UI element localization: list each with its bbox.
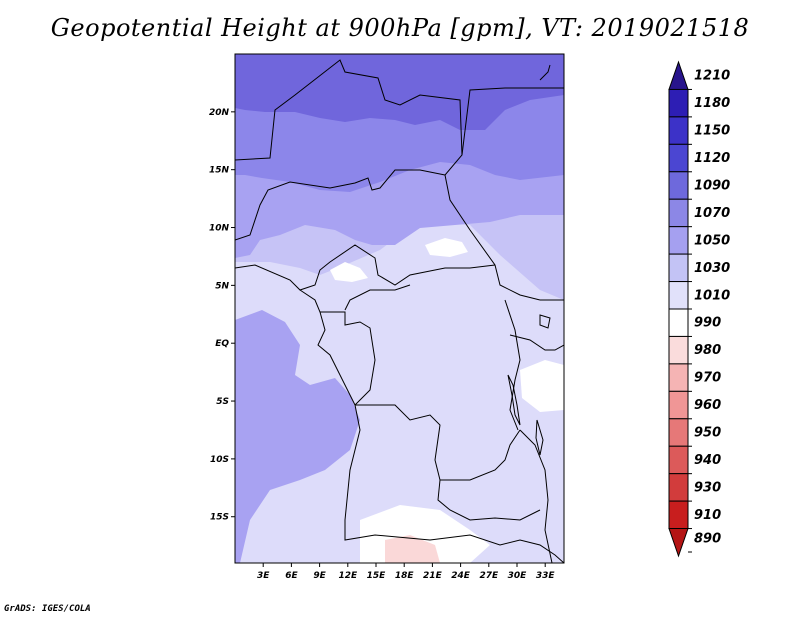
- colorbar-swatch: [668, 418, 689, 447]
- colorbar-swatch: [668, 363, 689, 392]
- lon-tick-label: 30E: [508, 571, 528, 581]
- colorbar-label: 1180: [694, 96, 730, 111]
- colorbar-swatch: [668, 143, 689, 173]
- colorbar-swatch: [668, 116, 689, 145]
- border-line: [344, 284, 411, 311]
- credit-label: GrADS: IGES/COLA: [4, 604, 91, 614]
- lat-tick-label: 15N: [209, 166, 230, 176]
- border-line: [355, 404, 521, 481]
- colorbar-label: 1150: [694, 124, 730, 139]
- colorbar-label: 1090: [694, 179, 730, 194]
- lat-tick-label: 5S: [216, 397, 229, 407]
- colorbar-label: 980: [694, 343, 721, 358]
- border-line: [235, 169, 446, 241]
- lon-tick-label: 9E: [313, 571, 326, 581]
- colorbar-label: 940: [694, 453, 721, 468]
- colorbar-label: 970: [694, 371, 721, 386]
- colorbar-label: 1070: [694, 206, 730, 221]
- contour-fill-1050-west: [235, 310, 360, 563]
- border-line: [235, 244, 496, 291]
- lat-tick-label: 15S: [210, 513, 229, 523]
- lake-outline: [535, 419, 544, 456]
- colorbar-swatch: [668, 198, 689, 228]
- country-borders: [235, 59, 564, 563]
- colorbar-label: 910: [694, 508, 721, 523]
- colorbar-label: 930: [694, 480, 721, 495]
- colorbar-swatch: [668, 88, 689, 118]
- contour-fill-990-east: [520, 360, 564, 412]
- coast-line: [539, 64, 551, 81]
- border-line: [437, 479, 541, 521]
- colorbar-swatch: [668, 226, 689, 255]
- coast-line: [299, 289, 356, 406]
- colorbar-swatch: [668, 445, 689, 475]
- lon-tick-label: 15E: [367, 571, 387, 581]
- contour-fill-990-north: [425, 238, 468, 257]
- colorbar-swatch: [668, 335, 689, 365]
- colorbar-label: 890: [694, 531, 721, 546]
- colorbar-swatch: [668, 60, 689, 90]
- plot-frame: [234, 53, 565, 564]
- lon-tick-label: 3E: [257, 571, 270, 581]
- border-line: [344, 404, 564, 563]
- lon-tick-label: 6E: [285, 571, 298, 581]
- border-line: [320, 311, 376, 406]
- latitude-axis: 20N 15N 10N 5N EQ 5S 10S 15S: [209, 108, 235, 523]
- lat-tick-label: 20N: [209, 108, 230, 118]
- colorbar-swatch: [668, 253, 689, 283]
- contour-fill-990-central: [330, 262, 368, 282]
- colorbar-label: 990: [694, 316, 721, 331]
- colorbar-swatch: [668, 528, 689, 558]
- lon-tick-label: 21E: [423, 571, 443, 581]
- colorbar-label: 1120: [694, 151, 730, 166]
- lon-tick-label: 12E: [338, 571, 358, 581]
- longitude-axis: 3E 6E 9E 12E 15E 18E 21E 24E 27E 30E 33E: [257, 563, 555, 581]
- colorbar: 1210 1180 1150 1120 1090 1070 1050 1030 1010 990 9…: [668, 60, 730, 558]
- colorbar-label: 1010: [694, 288, 730, 303]
- colorbar-swatch: [668, 500, 689, 530]
- contour-fill-980: [385, 535, 440, 563]
- border-line: [509, 334, 564, 351]
- lon-tick-label: 24E: [451, 571, 471, 581]
- colorbar-swatch: [668, 390, 689, 420]
- chart-title: Geopotential Height at 900hPa [gpm], VT:…: [50, 14, 750, 42]
- lat-tick-label: 10N: [209, 224, 230, 234]
- border-line: [461, 87, 564, 156]
- colorbar-label: 950: [694, 426, 721, 441]
- border-line: [504, 299, 521, 431]
- colorbar-swatch: [668, 308, 689, 337]
- lat-tick-label: 5N: [215, 281, 229, 291]
- colorbar-label: 1030: [694, 261, 730, 276]
- lat-tick-label: EQ: [215, 339, 229, 349]
- border-line: [519, 429, 553, 563]
- colorbar-label: 1050: [694, 233, 730, 248]
- colorbar-label: 960: [694, 398, 721, 413]
- colorbar-label: 1210: [694, 69, 730, 84]
- colorbar-swatch: [668, 171, 689, 200]
- colorbar-swatch: [668, 473, 689, 502]
- lake-outline: [507, 374, 521, 426]
- lon-tick-label: 18E: [395, 571, 415, 581]
- colorbar-swatch: [668, 281, 689, 310]
- lon-tick-label: 27E: [479, 571, 499, 581]
- lon-tick-label: 33E: [536, 571, 556, 581]
- lake-outline: [539, 314, 551, 329]
- lat-tick-label: 10S: [210, 455, 229, 465]
